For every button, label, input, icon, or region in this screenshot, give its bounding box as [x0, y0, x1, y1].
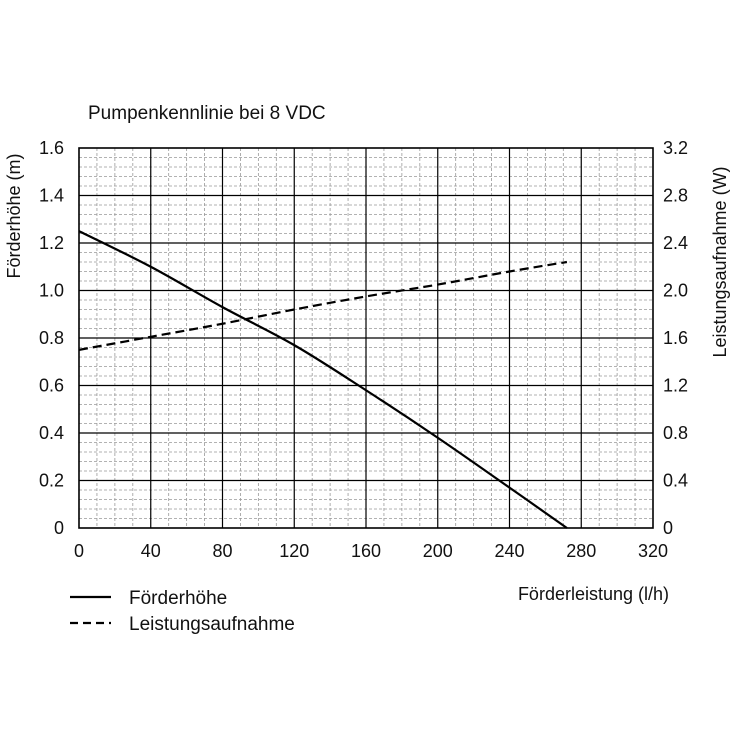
y-left-tick-label: 1.2 — [39, 233, 64, 253]
x-tick-label: 280 — [566, 541, 596, 561]
y-right-tick-label: 2.0 — [663, 281, 688, 301]
y-left-tick-label: 0.2 — [39, 471, 64, 491]
grid — [79, 148, 653, 528]
chart-title: Pumpenkennlinie bei 8 VDC — [88, 103, 326, 124]
y-left-tick-label: 1.4 — [39, 186, 64, 206]
legend-label-foerderhoehe: Förderhöhe — [129, 588, 227, 609]
y-right-tick-label: 2.4 — [663, 233, 688, 253]
y-right-tick-label: 3.2 — [663, 138, 688, 158]
y-left-tick-label: 0.8 — [39, 328, 64, 348]
x-tick-label: 200 — [423, 541, 453, 561]
y-left-tick-label: 1.0 — [39, 281, 64, 301]
series-line-foerderhoehe — [78, 230, 568, 529]
plot-frame — [78, 147, 654, 529]
legend-label-leistungsaufnahme: Leistungsaufnahme — [129, 614, 295, 635]
series-line-leistungsaufnahme — [78, 260, 568, 351]
y-axis-left-label: Förderhöhe (m) — [4, 153, 24, 278]
y-left-tick-label: 0 — [54, 518, 64, 538]
tick-labels: 0 40 80 120 160 200 240 280 320 0 0.2 0.4 0.6 0.8 1.0 1… — [39, 138, 688, 561]
x-tick-label: 40 — [141, 541, 161, 561]
x-tick-label: 160 — [351, 541, 381, 561]
x-tick-label: 240 — [494, 541, 524, 561]
y-right-tick-label: 0.4 — [663, 471, 688, 491]
y-left-tick-label: 0.4 — [39, 423, 64, 443]
series-layer — [78, 230, 568, 529]
x-tick-label: 120 — [279, 541, 309, 561]
legend: Förderhöhe Leistungsaufnahme — [70, 588, 295, 635]
y-right-tick-label: 1.6 — [663, 328, 688, 348]
y-right-tick-label: 0.8 — [663, 423, 688, 443]
x-tick-label: 80 — [212, 541, 232, 561]
y-right-tick-label: 0 — [663, 518, 673, 538]
y-right-tick-label: 1.2 — [663, 376, 688, 396]
y-left-tick-label: 1.6 — [39, 138, 64, 158]
x-axis-label: Förderleistung (l/h) — [518, 584, 669, 604]
y-axis-right-label: Leistungsaufnahme (W) — [710, 166, 730, 357]
y-right-tick-label: 2.8 — [663, 186, 688, 206]
x-tick-label: 0 — [74, 541, 84, 561]
y-left-tick-label: 0.6 — [39, 376, 64, 396]
x-tick-label: 320 — [638, 541, 668, 561]
